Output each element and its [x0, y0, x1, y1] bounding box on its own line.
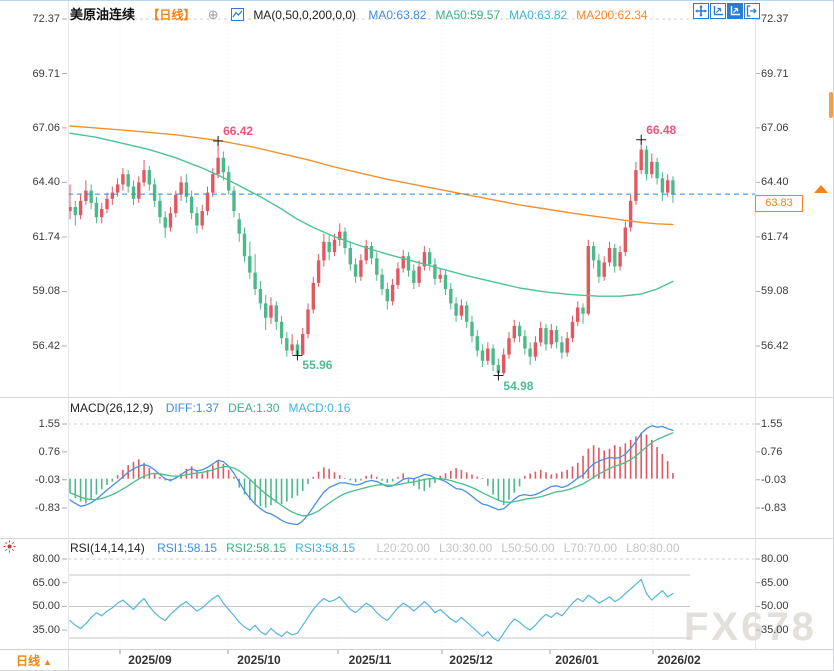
- ma-settings-label: MA(0,50,0,200,0,0): [253, 8, 357, 22]
- rsi-tick-label: 80.00: [32, 553, 60, 565]
- month-label: 2025/12: [449, 653, 493, 667]
- macd-value: DIFF:1.37: [165, 401, 220, 415]
- right-axis-divider: [755, 1, 756, 649]
- price-tick-label: 56.42: [761, 340, 789, 352]
- rsi-level-label: L80:80.00: [626, 541, 680, 555]
- time-axis: 日线 ▲: [0, 649, 833, 670]
- axis-scale-active-icon[interactable]: [727, 3, 743, 19]
- scrollbar-thumb[interactable]: [829, 92, 833, 118]
- last-price-tag: 63.83: [755, 195, 803, 213]
- price-tick-label: 72.37: [32, 13, 60, 25]
- rsi-level-label: L50:50.00: [501, 541, 555, 555]
- period-up-arrow-icon: ▲: [43, 657, 52, 667]
- price-tick-label: 72.37: [761, 13, 789, 25]
- rsi-tick-label: 35.00: [761, 624, 789, 637]
- rsi-tick-label: 80.00: [761, 553, 789, 565]
- price-tick-label: 61.74: [32, 230, 60, 243]
- rsi-tick-label: 50.00: [761, 600, 789, 613]
- price-tick-label: 61.74: [761, 230, 789, 243]
- ma-value: MA200:62.34: [576, 8, 648, 22]
- ma-values: MA0:63.82 MA50:59.57 MA0:63.82 MA200:62.34: [368, 8, 656, 22]
- ma-value: MA0:63.82: [509, 8, 568, 22]
- price-tick-label: 67.06: [761, 121, 789, 134]
- symbol-name: 美原油连续: [70, 7, 136, 22]
- macd-tick-label: 0.76: [38, 445, 60, 458]
- move-tool-icon[interactable]: [693, 3, 709, 19]
- period-button[interactable]: 日线 ▲: [0, 650, 69, 670]
- last-price-value: 63.83: [765, 197, 793, 210]
- rsi-level-label: L70:70.00: [563, 541, 618, 555]
- macd-title: MACD(26,12,9): [70, 401, 154, 415]
- price-tick-label: 56.42: [32, 340, 60, 352]
- rsi-value: RSI2:58.15: [226, 541, 287, 555]
- price-tick-label: 59.08: [32, 285, 60, 298]
- rsi-value: RSI1:58.15: [157, 541, 218, 555]
- macd-value: MACD:0.16: [288, 401, 351, 415]
- left-axis-divider: [68, 1, 69, 649]
- macd-tick-label: -0.03: [761, 473, 787, 486]
- rsi-level-label: L30:30.00: [438, 541, 493, 555]
- price-annotation: 55.96: [302, 358, 333, 373]
- rsi-level-labels: L20:20.00 L30:30.00 L50:50.00 L70:70.00 L80:…: [377, 541, 689, 555]
- compare-add-icon[interactable]: ⊕: [207, 7, 219, 22]
- price-annotation: 66.48: [646, 122, 677, 137]
- macd-value: DEA:1.30: [228, 401, 280, 415]
- macd-tick-label: -0.83: [761, 501, 787, 514]
- rsi-title: RSI(14,14,14): [70, 541, 145, 555]
- macd-panel-header: MACD(26,12,9) DIFF:1.37 DEA:1.30 MACD:0.16: [70, 401, 368, 415]
- rsi-tick-label: 35.00: [32, 624, 60, 637]
- period-button-label: 日线: [16, 654, 41, 668]
- macd-tick-label: 1.55: [38, 418, 60, 430]
- price-tick-label: 64.40: [761, 176, 789, 189]
- price-tick-label: 64.40: [32, 176, 60, 189]
- month-label: 2025/09: [128, 653, 172, 667]
- price-annotation: 54.98: [503, 378, 534, 393]
- rsi-level-label: L20:20.00: [376, 541, 430, 555]
- axis-scale-icon[interactable]: [710, 3, 726, 19]
- rsi-tick-label: 65.00: [32, 576, 60, 589]
- rsi-value: RSI3:58.15: [295, 541, 356, 555]
- price-up-arrow-icon: [814, 185, 828, 194]
- macd-tick-label: 1.55: [761, 418, 783, 430]
- price-tick-label: 69.71: [761, 67, 789, 80]
- ma-value: MA50:59.57: [435, 8, 501, 22]
- rsi-tick-label: 65.00: [761, 576, 789, 589]
- chart-type-icon[interactable]: [230, 8, 244, 22]
- rsi-tick-label: 50.00: [32, 600, 60, 613]
- watermark: FX678: [684, 605, 817, 649]
- rsi-values: RSI1:58.15 RSI2:58.15 RSI3:58.15: [157, 541, 364, 555]
- indicator-alert-icon[interactable]: [3, 540, 16, 558]
- macd-tick-label: -0.03: [34, 473, 60, 486]
- price-tick-label: 67.06: [32, 121, 60, 134]
- chart-toolbar: [693, 3, 760, 19]
- panel-separator: [0, 397, 833, 398]
- month-label: 2026/01: [555, 653, 599, 667]
- panel-separator: [0, 538, 833, 539]
- month-label: 2025/11: [348, 653, 392, 667]
- month-label: 2026/02: [657, 653, 701, 667]
- macd-tick-label: -0.83: [34, 501, 60, 514]
- price-tick-label: 59.08: [761, 285, 789, 298]
- ma-value: MA0:63.82: [368, 8, 427, 22]
- rsi-panel-header: RSI(14,14,14) RSI1:58.15 RSI2:58.15 RSI3:5…: [70, 541, 698, 555]
- period-tag: 【日线】: [147, 8, 196, 22]
- price-panel-header: 美原油连续 【日线】 ⊕ MA(0,50,0,200,0,0) MA0:63.8…: [70, 4, 666, 23]
- exit-chart-icon[interactable]: [744, 3, 760, 19]
- price-tick-label: 69.71: [32, 67, 60, 80]
- macd-tick-label: 0.76: [761, 445, 783, 458]
- macd-values: DIFF:1.37 DEA:1.30 MACD:0.16: [166, 401, 360, 415]
- price-annotation: 66.42: [223, 123, 254, 138]
- month-label: 2025/10: [237, 653, 281, 667]
